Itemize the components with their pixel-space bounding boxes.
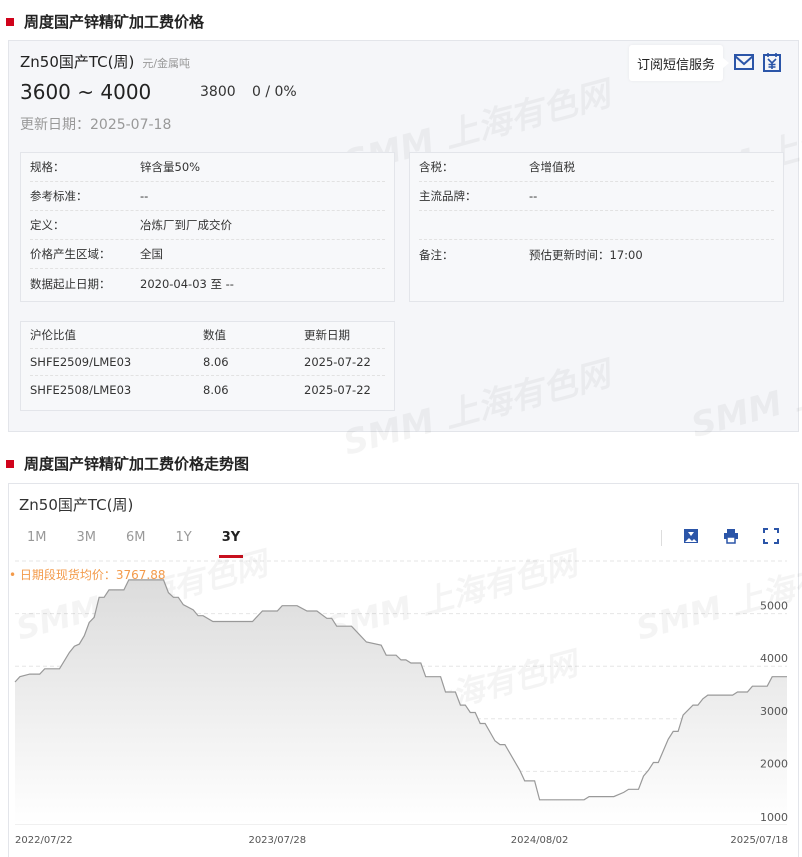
- x-tick-label: 2022/07/22: [15, 835, 73, 846]
- x-tick-label: 2025/07/18: [730, 835, 788, 846]
- x-tick-label: 2023/07/28: [248, 835, 306, 846]
- average-price-label: • 日期段现货均价：3767.88: [9, 568, 166, 582]
- spec-key: 价格产生区域：: [30, 247, 111, 261]
- watermark: SMM 上海有色网: [322, 543, 586, 648]
- product-name: Zn50国产TC(周) 元/金属吨: [20, 53, 191, 71]
- spec-value: 冶炼厂到厂成交价: [140, 218, 232, 232]
- section-title-price: 周度国产锌精矿加工费价格: [6, 11, 204, 32]
- price-area: [15, 579, 787, 824]
- print-icon[interactable]: [723, 528, 739, 544]
- spec-value: 锌含量50%: [140, 160, 201, 174]
- table-row: SHFE2508/LME03 8.06 2025-07-22: [30, 382, 371, 397]
- y-tick-label: 3000: [760, 705, 788, 718]
- fullscreen-icon[interactable]: [763, 528, 779, 544]
- spec-value: 2020-04-03 至 --: [140, 276, 234, 291]
- mail-icon[interactable]: [733, 51, 755, 73]
- tab-1m[interactable]: 1M: [27, 530, 47, 545]
- red-square-icon: [6, 17, 14, 26]
- spec-row: 数据起止日期： 2020-04-03 至 --: [30, 269, 385, 298]
- price-average: 3800: [200, 84, 236, 100]
- spec-row: 备注： 预估更新时间：17:00: [419, 247, 643, 262]
- spec-key: 规格：: [30, 160, 65, 174]
- spec-value: 全国: [140, 247, 163, 261]
- spec-row-blank: [419, 211, 774, 240]
- price-range: 3600 ~ 4000: [20, 80, 152, 104]
- tab-1y[interactable]: 1Y: [175, 530, 192, 545]
- tab-3m[interactable]: 3M: [76, 530, 97, 545]
- price-line: [14, 579, 787, 801]
- spec-row: 价格产生区域： 全国: [30, 240, 385, 269]
- red-square-icon: [6, 459, 14, 468]
- update-date: 更新日期：2025-07-18: [20, 117, 172, 133]
- chart-title: Zn50国产TC(周): [19, 496, 134, 514]
- spec-key: 参考标准：: [30, 189, 88, 203]
- spec-row: 定义： 冶炼厂到厂成交价: [30, 211, 385, 240]
- toolbar-divider: [661, 530, 662, 546]
- spec-row: 主流品牌： --: [419, 182, 774, 211]
- spec-key: 数据起止日期：: [30, 276, 111, 291]
- calendar-yuan-icon[interactable]: [761, 51, 783, 73]
- subscribe-sms-button[interactable]: 订阅短信服务: [629, 45, 729, 81]
- price-info-panel: SMM 上海有色网 SMM 上海有色网 SMM 上海有色网 SMM 上 Zn50…: [8, 40, 802, 464]
- y-tick-label: 2000: [760, 757, 788, 770]
- table-row: SHFE2509/LME03 8.06 2025-07-22: [30, 349, 385, 376]
- spec-box-left: 规格： 锌含量50% 参考标准： -- 定义： 冶炼厂到厂成交价价格产生区域： 全国数据起止…: [20, 152, 395, 302]
- x-tick-label: 2024/08/02: [511, 835, 569, 846]
- range-tabs: 1M 3M 6M 1Y 3Y: [27, 530, 270, 558]
- spec-row: 规格： 锌含量50%: [30, 153, 385, 182]
- spec-key: 定义：: [30, 218, 65, 232]
- spec-row: 含税： 含增值税: [419, 153, 774, 182]
- ratio-table: 沪伦比值 数值 更新日期 SHFE2509/LME03 8.06 2025-07-22 …: [20, 321, 395, 411]
- spec-box-right: 含税： 含增值税 主流品牌： -- 备注： 预估更新时间：17:00: [409, 152, 784, 302]
- y-tick-label: 4000: [760, 652, 788, 665]
- y-tick-label: 5000: [760, 600, 788, 613]
- spec-value: --: [140, 189, 149, 203]
- tab-6m[interactable]: 6M: [126, 530, 146, 545]
- product-unit: 元/金属吨: [142, 57, 191, 70]
- download-image-icon[interactable]: [683, 528, 699, 544]
- y-tick-label: 1000: [760, 811, 788, 824]
- tab-3y[interactable]: 3Y: [218, 530, 244, 558]
- table-header: 沪伦比值 数值 更新日期: [30, 322, 385, 349]
- section-title-trend: 周度国产锌精矿加工费价格走势图: [6, 453, 249, 474]
- spec-row: 参考标准： --: [30, 182, 385, 211]
- watermark: SMM 上海有色网: [632, 543, 802, 648]
- price-change: 0 / 0%: [252, 84, 297, 100]
